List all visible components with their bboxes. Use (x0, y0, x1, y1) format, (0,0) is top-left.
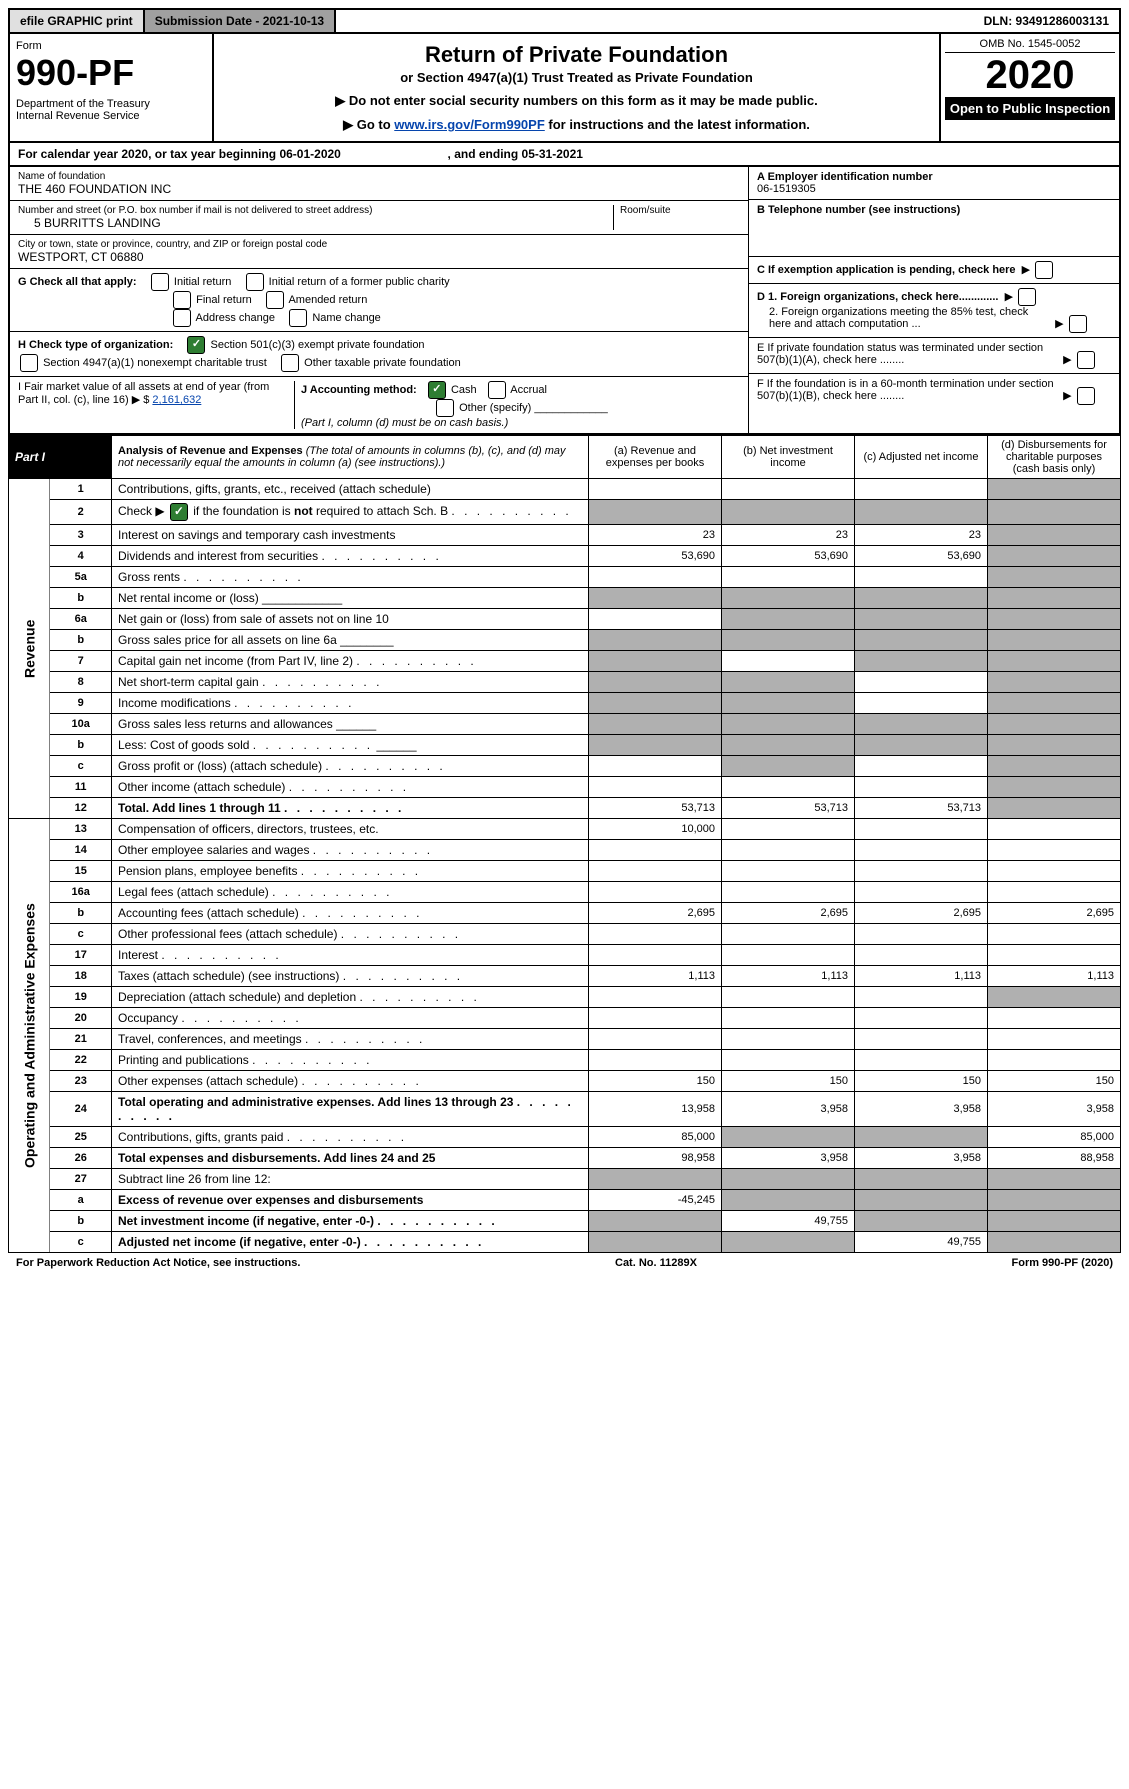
city-label: City or town, state or province, country… (18, 239, 740, 250)
department: Department of the TreasuryInternal Reven… (16, 98, 206, 122)
city-state-zip: WESTPORT, CT 06880 (18, 250, 740, 264)
col-a-header: (a) Revenue and expenses per books (589, 436, 722, 479)
catalog-number: Cat. No. 11289X (615, 1257, 697, 1269)
col-b-header: (b) Net investment income (722, 436, 855, 479)
form-header: Form 990-PF Department of the TreasuryIn… (8, 34, 1121, 143)
b-phone-label: B Telephone number (see instructions) (757, 204, 960, 216)
col-d-header: (d) Disbursements for charitable purpose… (988, 436, 1121, 479)
d1-checkbox[interactable] (1018, 288, 1036, 306)
cash-checkbox[interactable]: ✓ (428, 381, 446, 399)
instruction-2-pre: ▶ Go to (343, 117, 394, 132)
instruction-1: ▶ Do not enter social security numbers o… (230, 93, 923, 109)
foundation-name: THE 460 FOUNDATION INC (18, 182, 740, 196)
paperwork-notice: For Paperwork Reduction Act Notice, see … (16, 1257, 300, 1269)
a-ein-label: A Employer identification number (757, 171, 933, 183)
omb-number: OMB No. 1545-0052 (945, 38, 1115, 53)
accrual-checkbox[interactable] (488, 381, 506, 399)
d2-label: 2. Foreign organizations meeting the 85%… (757, 306, 1049, 330)
instructions-link[interactable]: www.irs.gov/Form990PF (394, 117, 545, 132)
final-return-checkbox[interactable] (173, 291, 191, 309)
col-c-header: (c) Adjusted net income (855, 436, 988, 479)
form-ref: Form 990-PF (2020) (1012, 1257, 1113, 1269)
501c3-checkbox[interactable]: ✓ (187, 336, 205, 354)
i-label: I Fair market value of all assets at end… (18, 381, 269, 406)
instruction-2-post: for instructions and the latest informat… (548, 117, 809, 132)
tax-year: 2020 (945, 53, 1115, 97)
efile-btn[interactable]: efile GRAPHIC print (10, 10, 145, 32)
expenses-side-label: Operating and Administrative Expenses (9, 819, 50, 1253)
d2-checkbox[interactable] (1069, 315, 1087, 333)
g-label: G Check all that apply: (18, 276, 137, 288)
f-label: F If the foundation is in a 60-month ter… (757, 378, 1057, 402)
initial-return-checkbox[interactable] (151, 273, 169, 291)
other-method-checkbox[interactable] (436, 399, 454, 417)
revenue-side-label: Revenue (9, 479, 50, 819)
part1-table: Part I Analysis of Revenue and Expenses … (8, 435, 1121, 1253)
h-label: H Check type of organization: (18, 339, 173, 351)
form-label: Form (16, 40, 206, 52)
form-title: Return of Private Foundation (230, 42, 923, 68)
street-address: 5 BURRITTS LANDING (18, 216, 613, 230)
submission-date: Submission Date - 2021-10-13 (145, 10, 336, 32)
address-change-checkbox[interactable] (173, 309, 191, 327)
j-label: J Accounting method: (301, 384, 417, 396)
dln: DLN: 93491286003131 (974, 10, 1119, 32)
page-footer: For Paperwork Reduction Act Notice, see … (8, 1253, 1121, 1273)
other-taxable-checkbox[interactable] (281, 354, 299, 372)
initial-return-former-checkbox[interactable] (246, 273, 264, 291)
c-checkbox[interactable] (1035, 261, 1053, 279)
part1-label: Part I (9, 436, 112, 479)
top-bar: efile GRAPHIC print Submission Date - 20… (8, 8, 1121, 34)
ein-value: 06-1519305 (757, 183, 816, 195)
form-subtitle: or Section 4947(a)(1) Trust Treated as P… (230, 70, 923, 85)
c-exemption-label: C If exemption application is pending, c… (757, 264, 1016, 276)
calendar-year-row: For calendar year 2020, or tax year begi… (8, 143, 1121, 167)
fmv-value[interactable]: 2,161,632 (152, 394, 201, 406)
d1-label: D 1. Foreign organizations, check here..… (757, 291, 998, 303)
e-label: E If private foundation status was termi… (757, 342, 1057, 366)
address-label: Number and street (or P.O. box number if… (18, 205, 613, 216)
form-number: 990-PF (16, 52, 206, 94)
4947a1-checkbox[interactable] (20, 354, 38, 372)
e-checkbox[interactable] (1077, 351, 1095, 369)
j-note: (Part I, column (d) must be on cash basi… (301, 417, 508, 429)
amended-return-checkbox[interactable] (266, 291, 284, 309)
name-label: Name of foundation (18, 171, 740, 182)
name-change-checkbox[interactable] (289, 309, 307, 327)
room-label: Room/suite (620, 205, 740, 216)
open-to-public: Open to Public Inspection (945, 97, 1115, 120)
f-checkbox[interactable] (1077, 387, 1095, 405)
